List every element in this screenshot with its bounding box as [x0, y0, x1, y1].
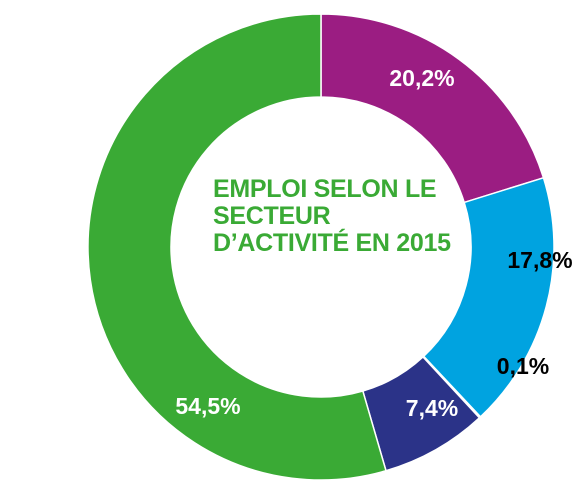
data-label: 20,2%	[389, 65, 454, 91]
data-label: 0,1%	[497, 353, 549, 379]
data-label: 17,8%	[507, 247, 572, 273]
donut-slice	[87, 13, 387, 481]
donut-slice	[320, 13, 545, 204]
chart-title: EMPLOI SELON LE SECTEUR D’ACTIVITÉ EN 20…	[213, 175, 451, 257]
data-label: 7,4%	[406, 395, 458, 421]
data-label: 54,5%	[175, 393, 240, 419]
